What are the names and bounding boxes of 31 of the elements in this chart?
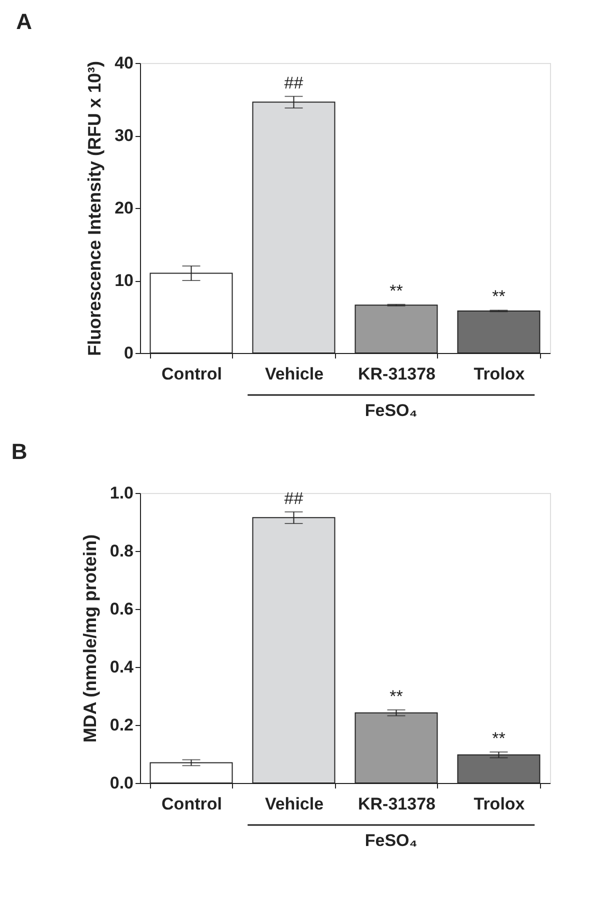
y-tick-label: 20 <box>114 198 134 218</box>
annotation: ** <box>390 281 404 300</box>
y-tick-label: 0.6 <box>110 600 134 618</box>
x-tick-label: Vehicle <box>264 794 324 814</box>
y-tick-label: 40 <box>114 54 134 72</box>
y-tick-label: 0 <box>124 344 134 362</box>
y-axis-title: MDA (nmole/mg protein) <box>80 534 100 743</box>
x-tick-label: Control <box>162 794 222 814</box>
y-tick-label: 0.2 <box>110 716 134 734</box>
text: FeSO₄ <box>364 401 418 420</box>
annotation: ** <box>492 728 506 748</box>
y-tick-label: 0.0 <box>110 774 134 792</box>
x-tick-label: KR-31378 <box>358 794 436 814</box>
x-tick-label: Vehicle <box>264 364 324 384</box>
annotation: ## <box>284 73 304 92</box>
y-tick-label: 0.4 <box>110 658 134 676</box>
text: FeSO₄ <box>364 831 418 850</box>
y-axis-title: Fluorescence Intensity (RFU x 10³) <box>84 60 105 356</box>
y-tick-label: 0.8 <box>110 542 134 560</box>
x-tick-label: KR-31378 <box>358 364 436 384</box>
x-tick-label: Trolox <box>474 364 526 384</box>
y-tick-label: 10 <box>114 271 134 290</box>
x-tick-label: Trolox <box>474 794 526 814</box>
y-tick-label: 1.0 <box>110 484 134 502</box>
y-tick-label: 30 <box>114 126 134 145</box>
annotation: ** <box>492 287 506 306</box>
annotation: ## <box>284 488 304 508</box>
x-tick-label: Control <box>162 364 222 384</box>
annotation: ** <box>390 686 404 706</box>
chart-title: B <box>11 439 28 464</box>
chart-title: A <box>16 9 32 34</box>
